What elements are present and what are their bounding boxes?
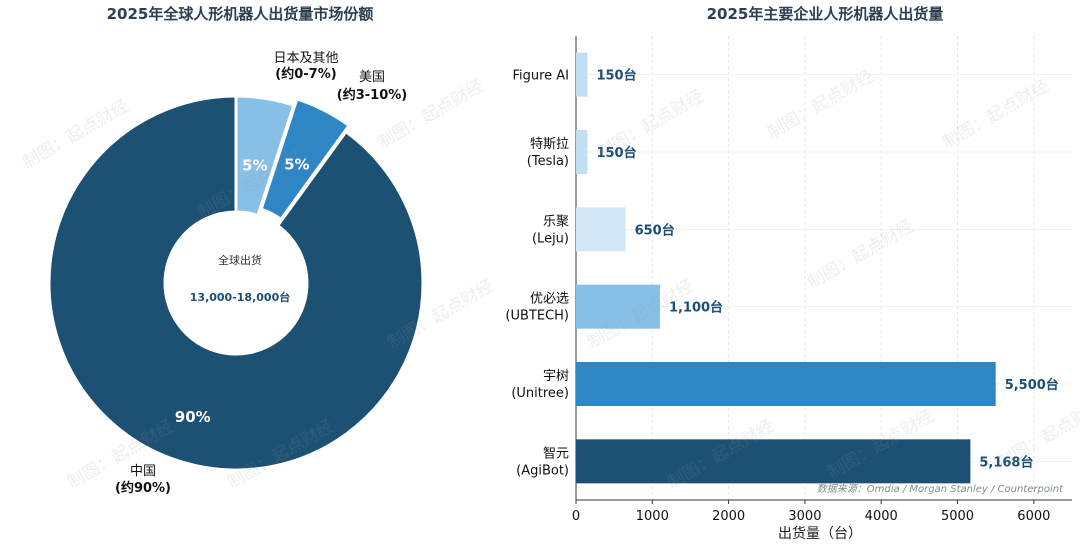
x-tick-label: 2000 [712, 509, 745, 524]
x-tick-label: 5000 [941, 509, 974, 524]
category-label: Figure AI [512, 69, 569, 84]
category-sublabel: (UBTECH) [505, 309, 569, 324]
slice-category-label: 美国 [359, 70, 385, 85]
bar-chart: 0 1000 2000 3000 4000 5000 6000 出货量（台） 5,168台 智元 (… [505, 36, 1072, 542]
category-sublabel: (Tesla) [527, 154, 569, 169]
bar-value-label: 650台 [635, 222, 675, 238]
category-label: 智元 [543, 446, 569, 461]
donut-chart: 90% 5% 5% 中国(约90%) 美国 (约3-10%) 日本及其他(约0-7%) 全球出… [47, 51, 425, 496]
bar [576, 52, 588, 97]
slice-percent-label: 5% [284, 156, 309, 174]
x-tick-label: 0 [572, 509, 580, 524]
slice-category-label: 日本及其他 [273, 51, 338, 66]
x-tick-label: 4000 [865, 509, 898, 524]
pie-slice [47, 94, 425, 472]
x-tick-label: 6000 [1017, 509, 1050, 524]
bar [576, 130, 588, 174]
bar [576, 207, 626, 252]
slice-category-label: 中国 [130, 464, 156, 479]
pie-chart-title: 2025年全球人形机器人出货量市场份额 [107, 5, 374, 23]
donut-center-label: 全球出货 [218, 253, 262, 267]
bar [576, 284, 660, 329]
x-tick-label: 1000 [636, 509, 669, 524]
slice-share-label: (约90%) [115, 480, 171, 496]
x-axis-title: 出货量（台） [778, 525, 862, 542]
slice-percent-label: 90% [175, 408, 211, 426]
slice-share-label: (约0-7%) [275, 66, 336, 82]
donut-center-value: 13,000-18,000台 [190, 290, 290, 304]
bar-value-label: 5,500台 [1005, 377, 1059, 393]
bar [576, 362, 996, 406]
category-label: 优必选 [530, 292, 569, 307]
category-label: 特斯拉 [530, 137, 569, 152]
bar-chart-title: 2025年主要企业人形机器人出货量 [707, 5, 944, 23]
x-tick-label: 3000 [788, 509, 821, 524]
category-sublabel: (Unitree) [511, 386, 569, 401]
bar-value-label: 1,100台 [669, 300, 723, 316]
pie-slice [259, 97, 352, 222]
slice-share-label: (约3-10%) [337, 87, 407, 103]
bar-value-label: 5,168台 [979, 454, 1033, 470]
source-note: 数据来源：Omdia / Morgan Stanley / Counterpoi… [817, 483, 1064, 495]
category-sublabel: (AgiBot) [516, 463, 569, 478]
category-label: 宇树 [543, 369, 569, 384]
bar [576, 439, 971, 484]
slice-percent-label: 5% [242, 156, 267, 174]
category-label: 乐聚 [543, 214, 569, 229]
bar-value-label: 150台 [596, 68, 636, 84]
bar-value-label: 150台 [596, 145, 636, 161]
category-sublabel: (Leju) [532, 231, 569, 246]
